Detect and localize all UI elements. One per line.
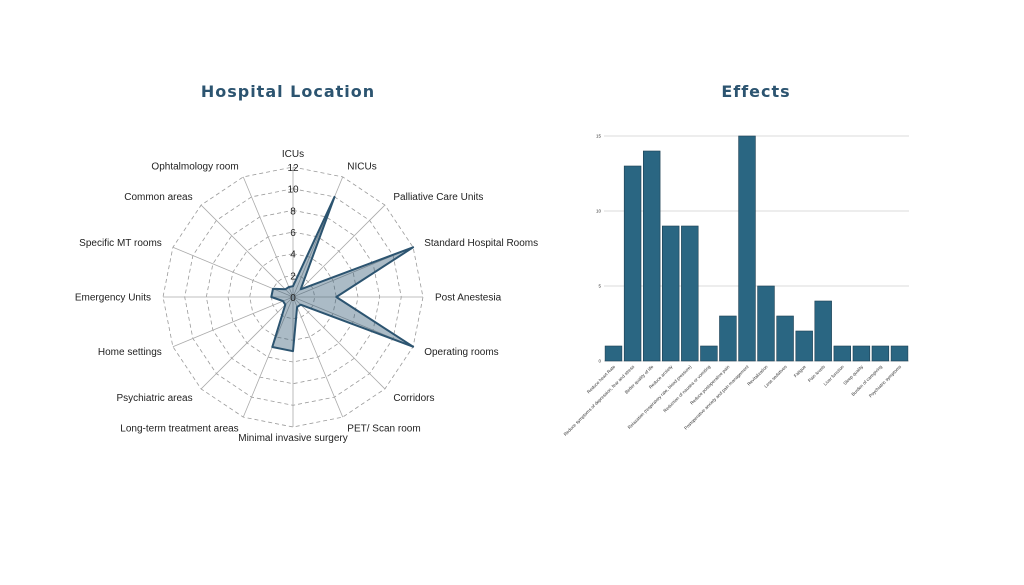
- bar-y-tick-label: 10: [596, 209, 602, 214]
- radar-tick-label: 0: [290, 293, 296, 304]
- bar: [661, 225, 680, 362]
- radar-category-label: Psychiatric areas: [116, 393, 192, 404]
- radar-spoke: [200, 204, 294, 298]
- radar-series-area: [270, 195, 415, 353]
- radar-tick-label: 2: [290, 271, 296, 282]
- radar-tick-label: 8: [290, 206, 296, 217]
- radar-tick-label: 4: [290, 250, 296, 261]
- bar-category-label: Fatigue: [793, 364, 808, 379]
- bar-chart-title: Effects: [721, 82, 791, 101]
- bar: [890, 345, 909, 362]
- radar-spoke: [292, 204, 386, 298]
- radar-category-label: Standard Hospital Rooms: [424, 238, 538, 249]
- radar-spoke: [172, 296, 294, 348]
- radar-grid-ring: [205, 209, 381, 385]
- bar: [642, 150, 661, 362]
- bar: [719, 315, 737, 362]
- bar: [833, 345, 852, 362]
- radar-category-label: Ophtalmology room: [151, 161, 238, 172]
- radar-category-label: Corridors: [393, 393, 434, 404]
- bar: [776, 315, 794, 362]
- radar-category-label: Home settings: [98, 347, 162, 358]
- bar: [795, 330, 813, 362]
- bar: [871, 345, 890, 362]
- bar: [623, 165, 642, 362]
- radar-spoke: [292, 296, 386, 390]
- radar-spoke: [242, 176, 294, 298]
- radar-category-label: Palliative Care Units: [393, 192, 483, 203]
- radar-spoke: [200, 296, 294, 390]
- radar-chart-title: Hospital Location: [200, 82, 376, 101]
- bar-y-tick-label: 15: [596, 134, 602, 139]
- radar-category-label: Emergency Units: [75, 293, 151, 304]
- radar-spoke: [292, 296, 344, 418]
- radar-category-label: NICUs: [347, 161, 376, 172]
- radar-category-label: ICUs: [282, 149, 304, 160]
- radar-category-label: Minimal invasive surgery: [238, 433, 347, 444]
- radar-category-label: Long-term treatment areas: [120, 424, 238, 435]
- radar-category-label: PET/ Scan room: [347, 424, 420, 435]
- bar-category-label: Reduce symptoms of depression, fear and …: [563, 364, 636, 437]
- bar: [814, 300, 832, 362]
- bar-category-label: Psychiatric symptoms: [868, 364, 903, 399]
- radar-tick-label: 10: [287, 185, 299, 196]
- bar: [604, 345, 623, 362]
- radar-category-label: Post Anestesia: [435, 293, 502, 304]
- bar: [757, 285, 775, 362]
- radar-grid-ring: [270, 274, 316, 320]
- radar-spoke: [242, 296, 294, 418]
- radar-tick-label: 12: [287, 163, 299, 174]
- bar: [700, 345, 718, 362]
- radar-tick-label: 6: [290, 228, 296, 239]
- radar-category-label: Operating rooms: [424, 347, 498, 358]
- bar-category-label: Pain levels: [807, 364, 826, 383]
- bar: [852, 345, 871, 362]
- radar-grid-ring: [162, 166, 424, 428]
- bar-y-tick-label: 5: [598, 284, 601, 289]
- bar: [681, 225, 699, 362]
- bar-y-tick-label: 0: [598, 359, 601, 364]
- bar: [738, 135, 756, 362]
- radar-category-label: Common areas: [124, 192, 192, 203]
- radar-category-label: Specific MT rooms: [79, 238, 162, 249]
